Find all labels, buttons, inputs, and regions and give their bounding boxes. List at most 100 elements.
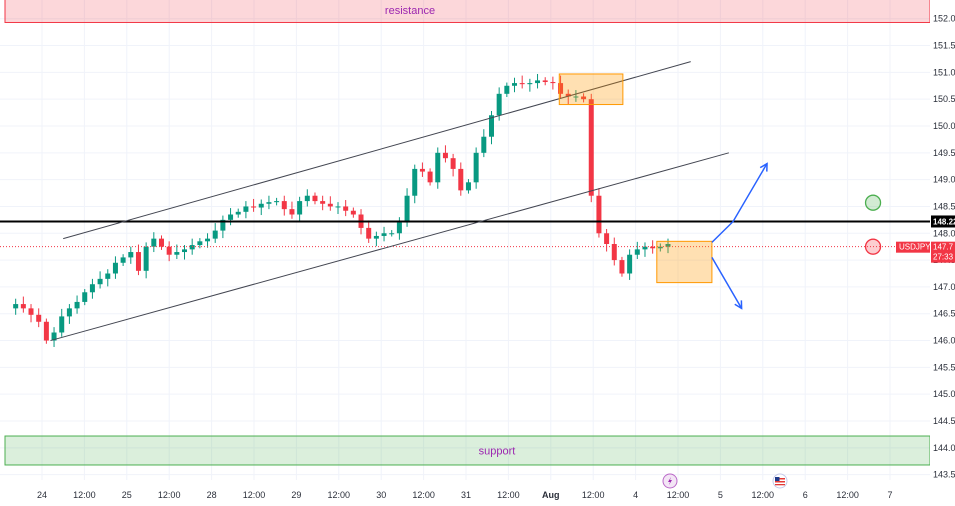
candle-body	[266, 202, 272, 204]
channel-upper-line	[63, 61, 691, 240]
candle-body	[419, 168, 425, 172]
candle-body	[205, 238, 211, 242]
candle-body	[604, 233, 610, 244]
x-tick-label: 7	[887, 490, 892, 500]
candle-body	[381, 233, 387, 236]
candle-body	[343, 206, 349, 211]
candle-body	[619, 260, 625, 274]
candle-body	[665, 244, 671, 247]
x-tick-label: 4	[633, 490, 638, 500]
y-tick-label: 145.00	[933, 389, 955, 399]
grid	[0, 0, 930, 480]
candle-body	[105, 273, 111, 279]
candle-body	[366, 227, 372, 239]
x-tick-label: 12:00	[752, 490, 775, 500]
candle-body	[458, 168, 464, 191]
candle-body	[427, 171, 433, 183]
candle-body	[634, 249, 640, 255]
arrow-head	[734, 300, 743, 310]
candle-body	[97, 278, 103, 285]
highlight-box	[656, 240, 713, 284]
candle-body	[274, 201, 280, 203]
candle-body	[143, 246, 149, 271]
x-tick-label: 12:00	[582, 490, 605, 500]
candle-body	[320, 201, 326, 204]
candle-body	[20, 304, 26, 309]
candle-body	[435, 152, 441, 183]
candle-body	[312, 195, 318, 202]
highlight-box	[558, 73, 624, 106]
candle-body	[220, 219, 226, 231]
x-tick-label: 12:00	[497, 490, 520, 500]
candle-body	[335, 206, 341, 208]
candle-body	[412, 168, 418, 196]
us-flag-icon[interactable]	[772, 473, 788, 489]
candle-body	[473, 152, 479, 183]
y-tick-label: 148.00	[933, 228, 955, 238]
candle-body	[289, 209, 295, 215]
candle-body	[258, 203, 264, 208]
candle-body	[611, 244, 617, 261]
candle-body	[13, 304, 19, 309]
lightning-event-icon[interactable]	[662, 473, 678, 489]
candle-body	[304, 195, 310, 202]
candle-body	[488, 115, 494, 137]
resistance-zone	[4, 0, 931, 23]
resistance-label: resistance	[385, 5, 435, 17]
x-tick-label: 29	[291, 490, 301, 500]
candle-body	[650, 246, 656, 249]
y-tick-label: 151.50	[933, 41, 955, 51]
projection-arrow	[711, 163, 768, 243]
x-tick-label: 31	[461, 490, 471, 500]
x-tick-label: 12:00	[158, 490, 181, 500]
candle-body	[596, 195, 602, 234]
x-tick-label: 12:00	[328, 490, 351, 500]
y-tick-label: 150.00	[933, 121, 955, 131]
candle-body	[28, 308, 34, 315]
candle-body	[36, 314, 42, 322]
signal-marker	[864, 194, 882, 211]
countdown-text: 27:33	[933, 253, 954, 262]
x-tick-label: 25	[122, 490, 132, 500]
candle-body	[573, 96, 579, 98]
candle-body	[166, 246, 172, 255]
y-tick-label: 152.00	[933, 14, 955, 24]
candle-body	[135, 252, 141, 271]
y-tick-label: 149.50	[933, 148, 955, 158]
candle-body	[512, 83, 518, 86]
symbol-tag	[896, 241, 930, 253]
x-tick-label: 12:00	[667, 490, 690, 500]
x-tick-label: 24	[37, 490, 47, 500]
x-tick-label: 12:00	[243, 490, 266, 500]
candle-body	[373, 235, 379, 239]
projection-arrow	[711, 257, 743, 309]
candle-body	[120, 257, 126, 263]
candle-body	[465, 182, 471, 191]
y-tick-label: 151.00	[933, 67, 955, 77]
candle-body	[251, 206, 257, 208]
support-label: support	[479, 446, 516, 458]
candle-body	[565, 93, 571, 97]
candle-body	[281, 201, 287, 210]
arrow-head	[759, 162, 768, 172]
y-tick-label: 146.50	[933, 309, 955, 319]
y-tick-label: 144.50	[933, 416, 955, 426]
candle-body	[197, 241, 203, 246]
candle-body	[297, 201, 303, 215]
x-tick-label: 12:00	[73, 490, 96, 500]
candle-body	[481, 136, 487, 153]
candle-body	[158, 238, 164, 247]
candle-body	[588, 99, 594, 196]
candle-body	[151, 238, 157, 247]
candle-body	[535, 80, 541, 84]
candle-body	[174, 252, 180, 255]
x-tick-label: 6	[803, 490, 808, 500]
candle-body	[51, 332, 57, 341]
candle-body	[43, 321, 49, 341]
y-tick-label: 147.00	[933, 282, 955, 292]
current-price-text: 147.7	[933, 243, 954, 252]
candle-body	[542, 80, 548, 83]
support-zone	[4, 435, 931, 466]
x-tick-label: 5	[718, 490, 723, 500]
